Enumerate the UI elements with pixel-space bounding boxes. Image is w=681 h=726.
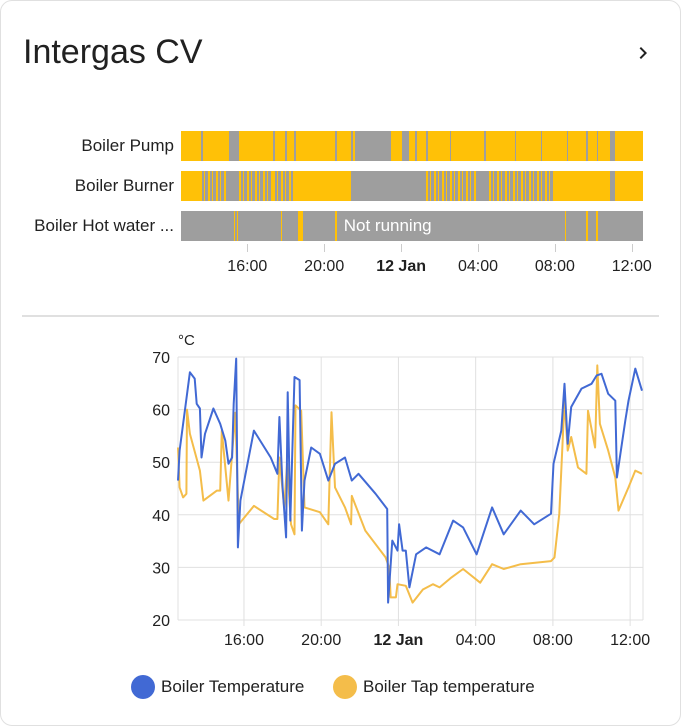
timeline-segment-on[interactable]: [297, 211, 303, 241]
timeline-segment-off[interactable]: [351, 131, 353, 161]
timeline-segment-cycling[interactable]: [273, 171, 295, 201]
timeline-segment-off[interactable]: [294, 131, 296, 161]
timeline-segment-off[interactable]: [229, 131, 239, 161]
timeline-segment-on[interactable]: [596, 211, 599, 241]
legend-item-boiler-temperature[interactable]: Boiler Temperature: [131, 675, 304, 699]
timeline-segment-off[interactable]: [354, 131, 392, 161]
timeline-bar-boiler-hot-water[interactable]: Not running: [181, 211, 643, 241]
legend-item-boiler-tap-temperature[interactable]: Boiler Tap temperature: [333, 675, 535, 699]
timeline-tick-mark: [554, 244, 556, 252]
timeline-segment-off[interactable]: [586, 131, 588, 161]
chevron-right-icon[interactable]: [631, 41, 655, 65]
timeline-tick-mark: [478, 244, 479, 252]
timeline-bar-boiler-burner[interactable]: [181, 171, 643, 201]
timeline-row-label: Boiler Hot water ...: [34, 216, 174, 235]
timeline-tick-mark: [247, 244, 249, 252]
timeline-state-label: Not running: [343, 216, 432, 235]
timeline-row-label: Boiler Burner: [74, 176, 174, 195]
timeline-segment-cycling[interactable]: [199, 171, 227, 201]
timeline-tick-label: 08:00: [534, 258, 575, 275]
timeline-segment-on[interactable]: [233, 211, 236, 241]
timeline-tick-label: 12:00: [611, 258, 652, 275]
timeline-segment-on[interactable]: [553, 171, 610, 201]
timeline-tick-label: 12 Jan: [376, 258, 426, 275]
card-title: Intergas CV: [23, 33, 203, 71]
timeline-segment-off[interactable]: [201, 131, 203, 161]
timeline-segment-on[interactable]: [335, 211, 337, 241]
timeline-row-label: Boiler Pump: [81, 136, 174, 155]
timeline-tick-label: 20:00: [304, 258, 345, 275]
timeline-tick-mark: [401, 244, 403, 252]
timeline-segment-off[interactable]: [273, 131, 275, 161]
timeline-segment-on[interactable]: [236, 211, 239, 241]
timeline-tick-label: 16:00: [227, 258, 268, 275]
timeline-segment-on[interactable]: [564, 211, 567, 241]
legend-swatch: [131, 675, 155, 699]
timeline-segment-off[interactable]: [402, 131, 409, 161]
timeline-segment-off[interactable]: [484, 131, 486, 161]
legend-swatch: [333, 675, 357, 699]
timeline-segment-off[interactable]: [596, 131, 599, 161]
timeline-bar-boiler-pump[interactable]: [181, 131, 643, 161]
timeline-segment-cycling[interactable]: [426, 171, 476, 201]
legend-label: Boiler Temperature: [161, 677, 305, 696]
timeline-segment-on[interactable]: [280, 211, 283, 241]
timeline-segment-off[interactable]: [415, 131, 417, 161]
timeline-segment-off[interactable]: [426, 131, 428, 161]
timeline-segment-off[interactable]: [610, 131, 616, 161]
timeline-segment-off[interactable]: [285, 131, 287, 161]
timeline-tick-mark: [631, 244, 633, 252]
legend-label: Boiler Tap temperature: [363, 677, 535, 696]
timeline-segment-off[interactable]: [514, 131, 517, 161]
timeline-segment-on[interactable]: [586, 211, 588, 241]
timeline-segment-on[interactable]: [181, 171, 200, 201]
timeline-segment-off[interactable]: [449, 131, 452, 161]
divider: [22, 315, 659, 317]
timeline-segment-on[interactable]: [615, 171, 643, 201]
timeline-tick-label: 04:00: [457, 258, 499, 275]
timeline-tick-mark: [324, 244, 326, 252]
timeline-segment-off[interactable]: [566, 131, 569, 161]
timeline-segment-off[interactable]: [335, 131, 337, 161]
timeline-segment-cycling[interactable]: [488, 171, 554, 201]
timeline-segment-cycling[interactable]: [238, 171, 274, 201]
timeline-segment-on[interactable]: [294, 171, 352, 201]
timeline-segment-off[interactable]: [540, 131, 543, 161]
